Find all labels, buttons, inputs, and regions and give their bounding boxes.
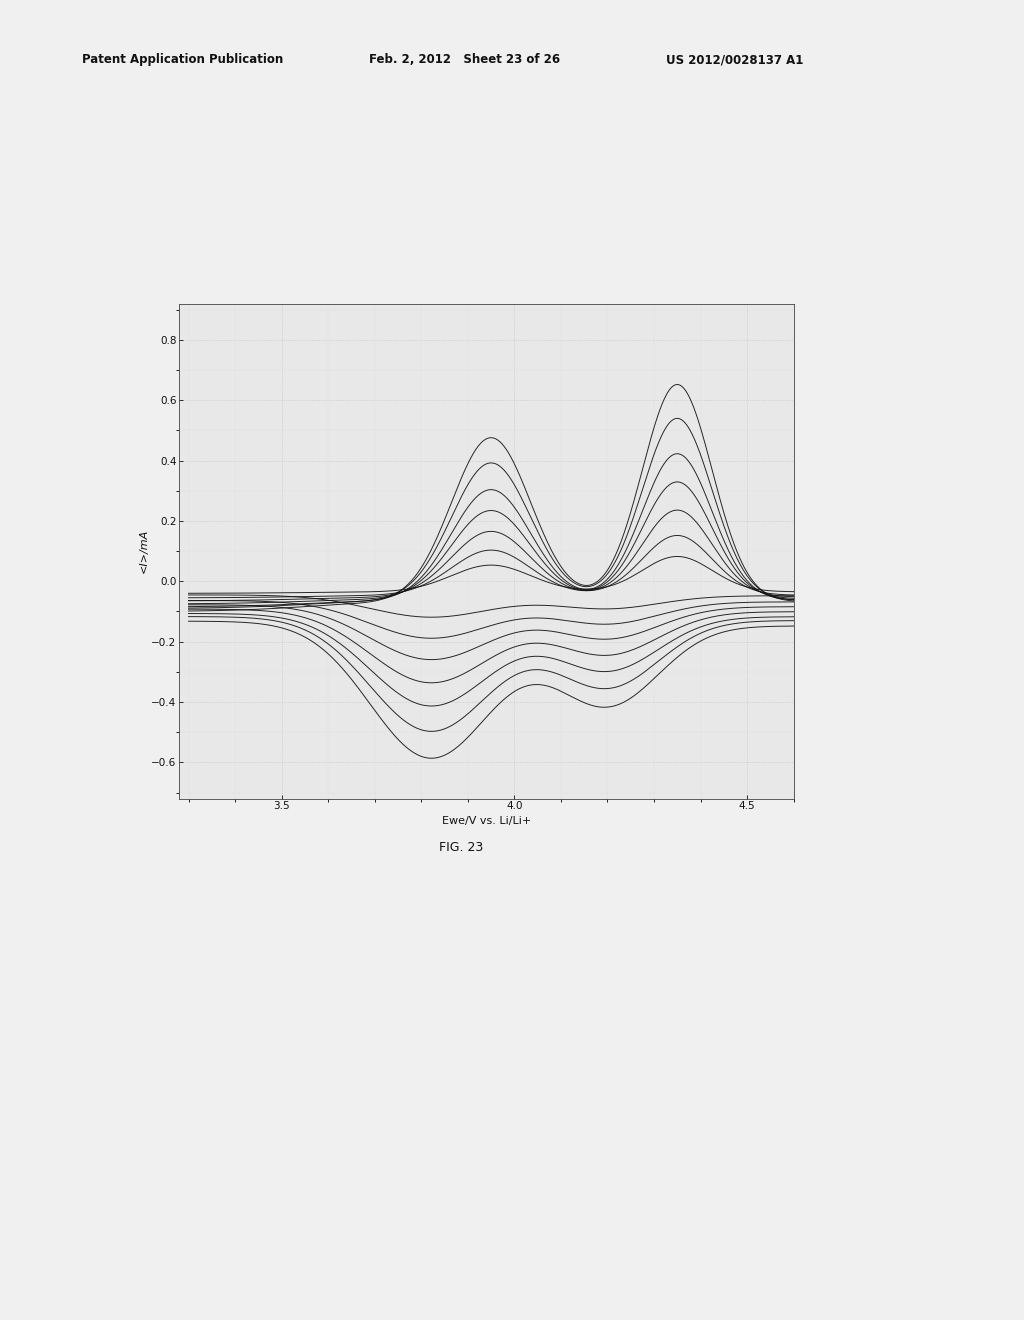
Text: Patent Application Publication: Patent Application Publication — [82, 53, 284, 66]
X-axis label: Ewe/V vs. Li/Li+: Ewe/V vs. Li/Li+ — [441, 816, 531, 825]
Text: US 2012/0028137 A1: US 2012/0028137 A1 — [666, 53, 803, 66]
Text: Feb. 2, 2012   Sheet 23 of 26: Feb. 2, 2012 Sheet 23 of 26 — [369, 53, 560, 66]
Y-axis label: <I>/mA: <I>/mA — [138, 529, 148, 573]
Text: FIG. 23: FIG. 23 — [438, 841, 483, 854]
